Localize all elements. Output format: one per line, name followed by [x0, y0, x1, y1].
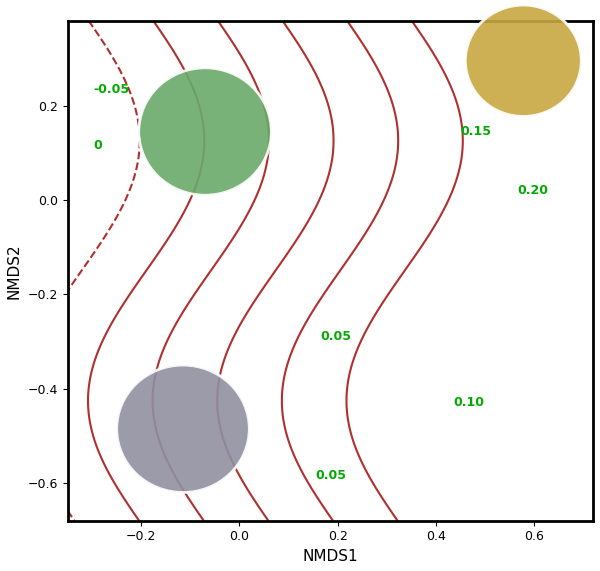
Text: 0.05: 0.05 [316, 469, 347, 482]
Y-axis label: NMDS2: NMDS2 [7, 243, 22, 299]
Text: 0.15: 0.15 [460, 125, 491, 138]
Circle shape [139, 68, 271, 195]
Circle shape [117, 365, 249, 492]
Circle shape [466, 5, 581, 116]
Text: 0.20: 0.20 [517, 184, 548, 197]
Text: 0.05: 0.05 [320, 330, 352, 343]
Text: 0: 0 [93, 139, 102, 152]
Text: 0.10: 0.10 [453, 396, 484, 409]
Text: -0.05: -0.05 [93, 83, 129, 95]
X-axis label: NMDS1: NMDS1 [302, 549, 358, 564]
